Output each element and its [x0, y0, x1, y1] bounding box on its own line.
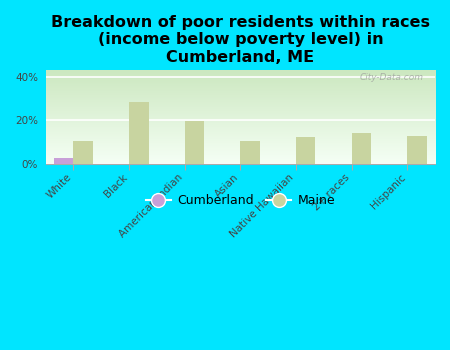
Bar: [240, 141, 260, 164]
Bar: [184, 121, 204, 164]
Text: City-Data.com: City-Data.com: [359, 73, 423, 82]
Bar: [73, 141, 93, 164]
Bar: [54, 159, 73, 164]
Bar: [129, 102, 148, 164]
Title: Breakdown of poor residents within races
(income below poverty level) in
Cumberl: Breakdown of poor residents within races…: [51, 15, 430, 65]
Bar: [407, 135, 427, 164]
Bar: [351, 133, 371, 164]
Legend: Cumberland, Maine: Cumberland, Maine: [141, 189, 340, 212]
Bar: [296, 136, 315, 164]
